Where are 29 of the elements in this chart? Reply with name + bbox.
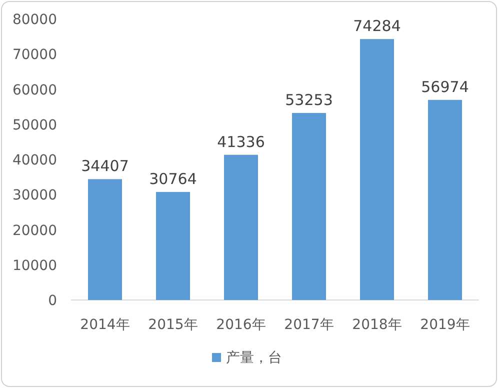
bar xyxy=(156,192,190,300)
bar xyxy=(360,39,394,300)
data-label: 30764 xyxy=(149,170,197,188)
bar xyxy=(292,112,326,300)
legend-label: 产量，台 xyxy=(226,350,282,366)
bar xyxy=(428,100,462,300)
x-tick-label: 2014年 xyxy=(80,317,130,333)
y-tick-label: 80000 xyxy=(12,12,57,28)
y-tick-label: 60000 xyxy=(12,82,57,98)
data-label: 74284 xyxy=(353,17,401,36)
data-label: 56974 xyxy=(421,78,469,96)
x-tick-label: 2018年 xyxy=(352,317,402,333)
y-tick-label: 40000 xyxy=(12,152,57,168)
y-tick-label: 70000 xyxy=(12,47,57,64)
y-tick-label: 20000 xyxy=(12,222,57,239)
y-tick-label: 30000 xyxy=(12,188,57,204)
data-label: 41336 xyxy=(217,132,265,151)
y-tick-label: 0 xyxy=(48,293,57,309)
bar xyxy=(88,179,122,300)
x-tick-label: 2019年 xyxy=(420,317,470,333)
x-tick-label: 2017年 xyxy=(284,317,334,333)
x-tick-label: 2016年 xyxy=(216,317,266,333)
data-label: 34407 xyxy=(81,157,129,176)
y-tick-label: 10000 xyxy=(12,258,57,274)
bar xyxy=(224,154,258,300)
x-tick-label: 2015年 xyxy=(148,317,198,333)
y-tick-label: 50000 xyxy=(12,117,57,134)
legend: 产量，台 xyxy=(212,350,282,366)
data-label: 53253 xyxy=(285,90,333,109)
